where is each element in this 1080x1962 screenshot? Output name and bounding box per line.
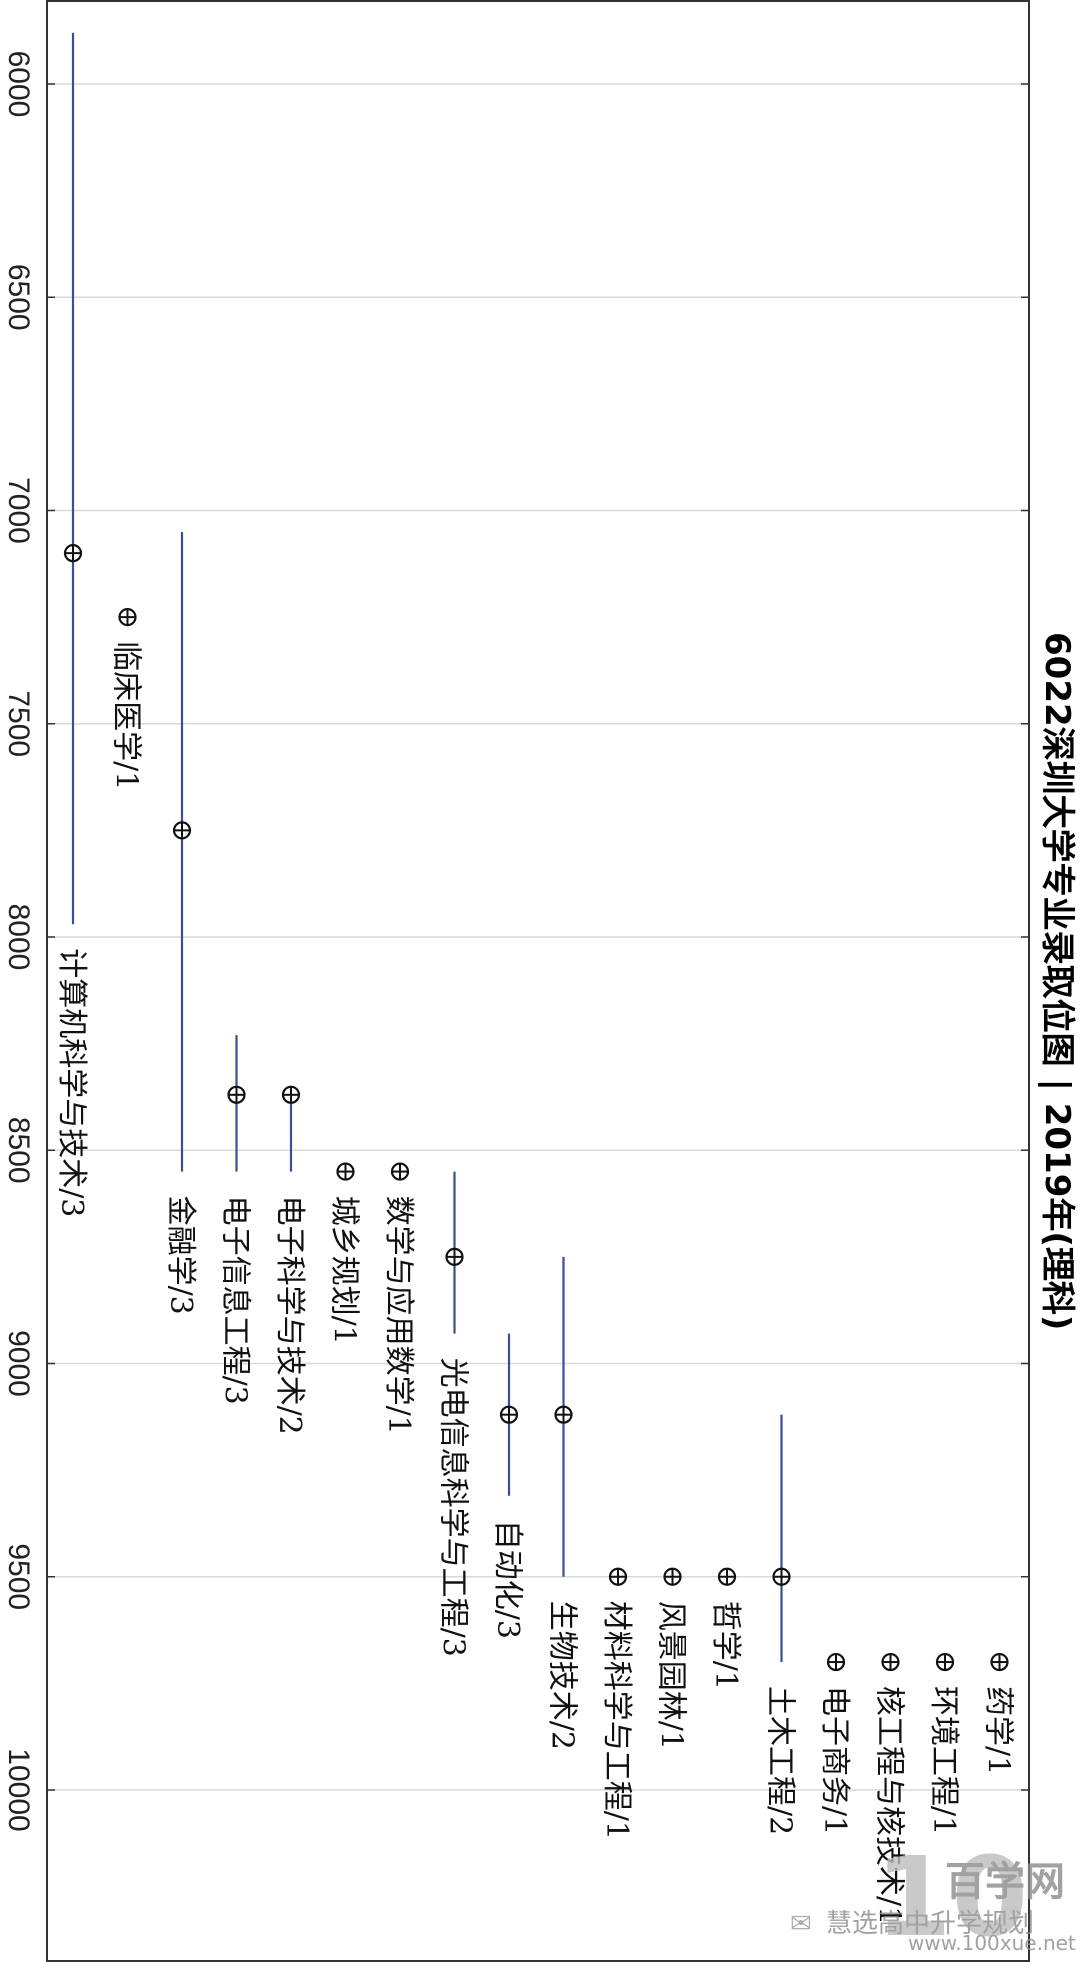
- median-marker: [935, 1652, 955, 1672]
- major-label: 金融学/3: [163, 1196, 198, 1315]
- median-marker: [826, 1652, 846, 1672]
- major-label-layer: 计算机科学与技术/3 临床医学/1 金融学/3 电子信息工程/3 电子科学与技术/2 城乡…: [54, 641, 1016, 1925]
- median-marker: [554, 1405, 573, 1424]
- median-marker: [990, 1652, 1009, 1672]
- median-marker: [717, 1567, 737, 1586]
- median-marker: [227, 1085, 246, 1104]
- axis-tick-label: 10000: [2, 1748, 35, 1831]
- axis-tick-label: 7500: [2, 690, 35, 757]
- axis-tick-label: 6000: [2, 51, 35, 118]
- median-marker: [118, 608, 137, 627]
- major-label: 药学/1: [981, 1686, 1016, 1775]
- major-label: 自动化/3: [490, 1520, 525, 1639]
- major-label: 土木工程/2: [763, 1686, 798, 1835]
- median-marker: [608, 1567, 628, 1586]
- axis-tick-label: 9500: [2, 1543, 35, 1610]
- watermark-logo-mark: 10: [875, 1833, 1028, 1961]
- median-marker: [772, 1567, 791, 1586]
- tick-label-layer: 6000 6500 7000 7500 8000 8500 9000 9500 10000: [2, 51, 35, 1832]
- major-label: 数学与应用数学/1: [381, 1196, 416, 1435]
- major-label: 临床医学/1: [109, 641, 144, 790]
- major-label: 核工程与核技术/1: [872, 1686, 907, 1925]
- major-label: 计算机科学与技术/3: [54, 948, 89, 1217]
- median-marker: [663, 1567, 682, 1586]
- major-label: 电子科学与技术/2: [272, 1196, 307, 1435]
- major-label: 风景园林/1: [654, 1601, 689, 1750]
- grid-layer: [47, 83, 1029, 1791]
- median-marker: [281, 1085, 301, 1104]
- marker-layer: [63, 544, 1009, 1672]
- major-label: 哲学/1: [708, 1601, 743, 1690]
- median-marker: [390, 1162, 410, 1181]
- plot-frame: [46, 0, 1030, 1962]
- median-marker: [336, 1162, 355, 1181]
- axis-tick-label: 9000: [2, 1330, 35, 1397]
- wechat-icon: ✉: [790, 1909, 812, 1938]
- watermark-url: www.100xue.net: [908, 1931, 1076, 1955]
- axis-tick-label: 8000: [2, 904, 35, 971]
- median-marker: [445, 1247, 464, 1266]
- watermark-logo: 百学网: [945, 1859, 1065, 1905]
- axis-tick-label: 6500: [2, 264, 35, 331]
- axis-tick-label: 8500: [2, 1117, 35, 1184]
- major-label: 光电信息科学与工程/3: [436, 1358, 471, 1657]
- median-marker: [172, 821, 192, 840]
- chart-title: 6022深圳大学专业录取位图 | 2019年(理科): [1037, 632, 1077, 1330]
- watermark-account: 慧选高中升学规划: [826, 1909, 1034, 1939]
- median-marker: [499, 1405, 519, 1424]
- median-marker: [63, 544, 83, 563]
- major-label: 材料科学与工程/1: [599, 1601, 634, 1840]
- axis-tick-label: 7000: [2, 477, 35, 544]
- watermark: 10 百学网 www.100xue.net ✉ 慧选高中升学规划: [790, 1833, 1076, 1961]
- major-label: 电子商务/1: [817, 1686, 852, 1835]
- major-label: 城乡规划/1: [327, 1196, 362, 1345]
- major-label: 电子信息工程/3: [218, 1196, 253, 1405]
- major-label: 生物技术/2: [545, 1601, 580, 1750]
- median-marker: [881, 1652, 900, 1672]
- major-label: 环境工程/1: [926, 1686, 961, 1835]
